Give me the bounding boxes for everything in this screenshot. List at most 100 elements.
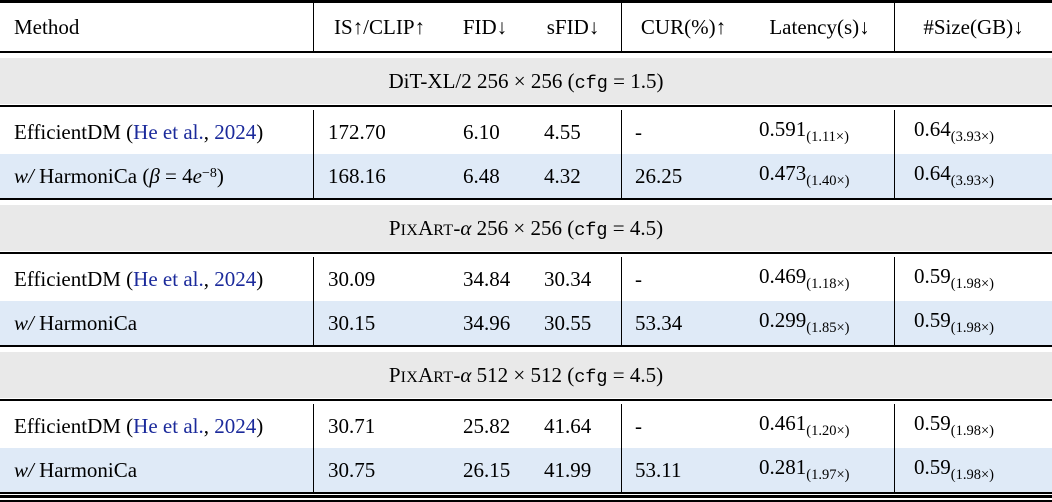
metric-cell-sfid: 4.32 — [525, 164, 621, 188]
value-text: 53.11 — [635, 457, 682, 482]
text-token: HarmoniCa — [33, 457, 138, 482]
value-text: 0.591 — [759, 117, 807, 142]
method-cell: w/ HarmoniCa — [0, 310, 313, 335]
value-text: 6.48 — [463, 163, 500, 188]
metric-cell-is-clip: 30.15 — [313, 301, 445, 345]
text-token: RT — [433, 368, 454, 386]
value-text: - — [635, 413, 642, 438]
metric-cell-sfid: 41.99 — [525, 459, 621, 481]
metric-cell-size: 0.64(3.93×) — [894, 154, 1052, 198]
metric-value: 0.64(3.93×) — [914, 119, 994, 145]
text-token: ) — [216, 163, 224, 188]
metric-cell-size: 0.64(3.93×) — [894, 110, 1052, 154]
table-sections: DiT-XL/2 256 × 256 (cfg = 1.5) EfficientD… — [0, 58, 1052, 494]
metric-value: 41.64 — [544, 414, 591, 438]
header-rule — [0, 51, 1052, 53]
section-bottom-rule — [0, 492, 1052, 494]
citation-link[interactable]: He et al. — [133, 119, 204, 144]
metric-cell-latency: 0.591(1.11×) — [745, 119, 894, 145]
speedup-subscript: (1.40×) — [806, 173, 850, 190]
method-cell: EfficientDM (He et al., 2024) — [0, 266, 313, 291]
text-token: EfficientDM ( — [14, 413, 134, 438]
section-title: DiT-XL/2 256 × 256 (cfg = 1.5) — [389, 69, 664, 94]
metric-value: 6.48 — [463, 164, 500, 188]
citation-link[interactable]: 2024 — [214, 413, 257, 438]
data-row: EfficientDM (He et al., 2024) 172.70 6.10 4… — [0, 110, 1052, 154]
citation-link[interactable]: 2024 — [214, 119, 257, 144]
section-band: DiT-XL/2 256 × 256 (cfg = 1.5) — [0, 58, 1052, 104]
metric-value: 0.469(1.18×) — [759, 264, 849, 292]
section-title: PIXART-α 512 × 512 (cfg = 4.5) — [389, 363, 663, 388]
metric-value: 30.09 — [328, 268, 375, 290]
section-rows: EfficientDM (He et al., 2024) 30.71 25.82 4… — [0, 404, 1052, 492]
metric-value: 0.299(1.85×) — [759, 308, 849, 336]
header-cell-size: #Size(GB)↓ — [894, 3, 1052, 51]
metric-value: 0.59(1.98×) — [914, 457, 994, 483]
speedup-subscript: (1.85×) — [806, 320, 850, 337]
metric-value: - — [635, 121, 642, 143]
metric-cell-cur: 53.11 — [621, 448, 745, 492]
header-cell-cur: CUR(%)↑ — [621, 3, 745, 51]
metric-value: - — [635, 268, 642, 290]
top-rule — [0, 0, 1052, 3]
text-token: cfg — [574, 219, 608, 241]
text-token: e — [192, 163, 202, 188]
method-cell: EfficientDM (He et al., 2024) — [0, 413, 313, 438]
value-text: 30.75 — [328, 457, 376, 482]
metric-value: 25.82 — [463, 414, 510, 438]
text-token: - — [453, 362, 461, 387]
metric-value: 30.55 — [544, 311, 591, 335]
speedup-subscript: (1.98×) — [950, 276, 994, 293]
speedup-subscript: (1.18×) — [806, 276, 850, 293]
value-text: 0.281 — [759, 455, 807, 480]
citation-link[interactable]: He et al. — [133, 266, 204, 291]
metric-cell-latency: 0.473(1.40×) — [745, 163, 894, 189]
section-band: PIXART-α 256 × 256 (cfg = 4.5) — [0, 205, 1052, 251]
metric-value: 30.15 — [328, 312, 375, 334]
metric-cell-size: 0.59(1.98×) — [894, 257, 1052, 301]
value-text: 53.34 — [635, 310, 683, 335]
speedup-subscript: (3.93×) — [950, 173, 994, 190]
text-token: ) — [256, 413, 264, 438]
metric-value: 26.25 — [635, 165, 682, 187]
speedup-subscript: (1.98×) — [950, 467, 994, 484]
data-row: w/ HarmoniCa 30.15 34.96 30.55 53.34 0.299(1.… — [0, 301, 1052, 345]
value-text: 0.469 — [759, 264, 807, 289]
data-row: w/ HarmoniCa (β = 4e−8) 168.16 6.48 4.32 26.… — [0, 154, 1052, 198]
text-token: ) — [256, 119, 264, 144]
metric-value: 4.32 — [544, 164, 581, 188]
text-token: , — [203, 266, 215, 291]
text-token: A — [418, 215, 434, 240]
text-token: = 4.5) — [607, 215, 664, 240]
metric-value: 30.34 — [544, 267, 591, 291]
speedup-subscript: (3.93×) — [950, 129, 994, 146]
metric-value: 168.16 — [328, 165, 386, 187]
citation-link[interactable]: He et al. — [133, 413, 204, 438]
metric-cell-latency: 0.299(1.85×) — [745, 310, 894, 336]
section-band: PIXART-α 512 × 512 (cfg = 4.5) — [0, 352, 1052, 398]
metric-cell-size: 0.59(1.98×) — [894, 448, 1052, 492]
metric-cell-cur: - — [621, 257, 745, 301]
metric-cell-latency: 0.281(1.97×) — [745, 457, 894, 483]
value-text: 30.71 — [328, 413, 376, 438]
metric-cell-sfid: 41.64 — [525, 414, 621, 438]
value-text: 0.64 — [914, 161, 951, 186]
metric-cell-is-clip: 30.71 — [313, 404, 445, 448]
metric-cell-fid: 25.82 — [445, 414, 525, 438]
text-token: HarmoniCa ( — [33, 163, 150, 188]
value-text: 0.59 — [914, 411, 951, 436]
text-token: P — [388, 215, 401, 240]
method-cell: EfficientDM (He et al., 2024) — [0, 119, 313, 144]
citation-link[interactable]: 2024 — [214, 266, 257, 291]
text-token: 512 × 512 ( — [471, 362, 575, 387]
text-token: ) — [256, 266, 264, 291]
text-token: , — [203, 413, 215, 438]
metric-cell-is-clip: 30.09 — [313, 257, 445, 301]
value-text: 25.82 — [463, 413, 511, 438]
text-token: w/ — [14, 457, 34, 482]
text-token: = 4 — [159, 163, 193, 188]
table-header-row: Method IS↑/CLIP↑ FID↓ sFID↓ CUR(%)↑ Late… — [0, 3, 1052, 51]
text-token: −8 — [201, 165, 217, 181]
text-token: HarmoniCa — [33, 310, 138, 335]
